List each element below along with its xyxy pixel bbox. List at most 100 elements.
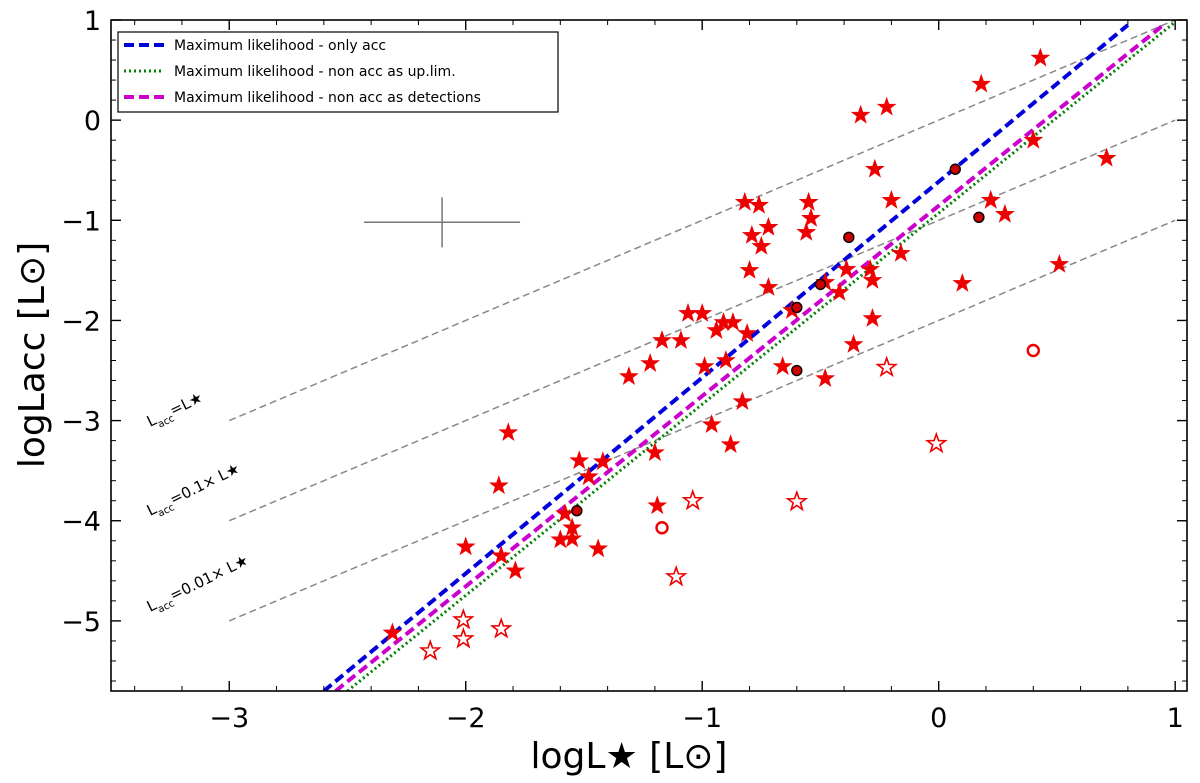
point-0-24: [758, 276, 779, 296]
point-2-7: [452, 626, 475, 649]
y-axis-label: logLacc [L⊙]: [12, 242, 53, 468]
point-0-10: [758, 216, 779, 236]
point-0-16: [796, 221, 817, 241]
x-tick-label-4: 1: [1167, 703, 1184, 734]
y-tick-label-0: 1: [84, 6, 101, 37]
error-bar: [364, 197, 521, 248]
point-2-2: [681, 488, 705, 511]
y-tick-label-3: −2: [61, 306, 101, 337]
point-1-3: [814, 278, 827, 291]
point-0-44: [815, 368, 836, 387]
point-1-1: [973, 211, 985, 223]
point-0-29: [692, 303, 713, 322]
reference-lines: [228, 20, 1176, 622]
point-1-6: [571, 505, 583, 517]
y-tick-label-1: 0: [84, 106, 101, 137]
point-0-11: [801, 207, 821, 227]
fit-line-2: [334, 23, 1165, 691]
point-0-20: [836, 258, 857, 278]
point-0-27: [1049, 253, 1070, 273]
point-2-3: [785, 489, 809, 512]
legend-box: [117, 31, 559, 113]
legend-label-only-acc: Maximum likelihood - only acc: [174, 38, 386, 54]
point-0-9: [798, 191, 819, 211]
x-tick-label-0: −3: [209, 703, 249, 734]
point-0-22: [952, 272, 973, 292]
point-0-53: [488, 475, 509, 495]
fit-line-0: [322, 23, 1130, 691]
point-0-31: [713, 312, 734, 331]
point-0-45: [732, 391, 753, 410]
ref-line-0: [228, 20, 1176, 422]
legend: Maximum likelihood - only acc Maximum li…: [117, 31, 559, 113]
legend-label-detections: Maximum likelihood - non acc as detectio…: [174, 90, 481, 106]
axis-ticks: [111, 19, 1187, 691]
axis-tick-labels: −3 −2 −1 0 1 1 0 −1 −2 −3 −4 −5: [61, 6, 1184, 734]
point-0-25: [829, 281, 850, 301]
point-0-46: [701, 414, 722, 434]
point-0-43: [618, 366, 639, 385]
x-tick-label-1: −2: [446, 703, 486, 734]
point-2-0: [875, 355, 899, 378]
point-0-58: [562, 528, 583, 548]
point-0-62: [505, 560, 526, 580]
point-0-36: [671, 330, 691, 349]
x-axis-label: logL★ [L⊙]: [531, 736, 728, 777]
point-0-60: [455, 536, 476, 556]
point-0-38: [694, 356, 715, 375]
y-tick-label-5: −4: [61, 507, 101, 538]
point-0-50: [569, 450, 590, 470]
point-0-2: [850, 104, 871, 124]
point-0-18: [890, 242, 911, 262]
fit-lines: [322, 20, 1177, 691]
point-0-23: [862, 269, 883, 289]
point-0-3: [876, 96, 897, 116]
point-0-48: [498, 422, 519, 442]
y-tick-label-6: −5: [61, 607, 101, 638]
point-0-37: [843, 334, 864, 353]
point-0-0: [1030, 47, 1051, 67]
y-tick-label-2: −1: [61, 206, 101, 237]
point-3-0: [1026, 343, 1040, 358]
point-0-41: [772, 356, 793, 375]
point-2-1: [924, 431, 948, 454]
point-0-35: [652, 330, 672, 349]
point-2-8: [418, 639, 442, 661]
point-2-6: [489, 616, 513, 639]
data-points: [382, 47, 1117, 661]
fit-line-1: [346, 20, 1177, 691]
point-1-2: [843, 231, 855, 244]
point-0-8: [749, 194, 769, 214]
ref-line-2: [228, 219, 1176, 622]
point-0-42: [640, 353, 661, 372]
point-0-54: [647, 495, 668, 515]
point-0-6: [864, 158, 885, 178]
point-1-5: [791, 364, 803, 377]
point-0-7: [734, 191, 755, 211]
plot-background: [111, 20, 1187, 691]
legend-label-up-lim: Maximum likelihood - non acc as up.lim.: [174, 64, 456, 80]
point-0-15: [741, 224, 762, 244]
point-0-51: [592, 451, 613, 471]
x-tick-label-3: 0: [930, 703, 947, 734]
point-0-47: [720, 434, 741, 454]
point-0-63: [382, 622, 403, 642]
point-0-52: [578, 466, 599, 486]
point-0-39: [715, 350, 736, 369]
point-0-13: [980, 189, 1001, 209]
point-0-59: [588, 538, 609, 558]
point-2-5: [452, 607, 475, 630]
point-0-49: [645, 442, 665, 462]
point-0-40: [737, 323, 758, 342]
point-1-0: [949, 163, 961, 175]
point-0-61: [491, 545, 512, 565]
point-0-5: [1096, 147, 1117, 167]
point-2-4: [664, 564, 688, 587]
point-0-21: [739, 259, 760, 279]
x-tick-label-2: −1: [682, 703, 722, 734]
ref-line-1: [228, 119, 1176, 522]
point-0-32: [706, 320, 727, 339]
y-tick-label-4: −3: [61, 407, 101, 438]
point-0-17: [751, 235, 772, 255]
